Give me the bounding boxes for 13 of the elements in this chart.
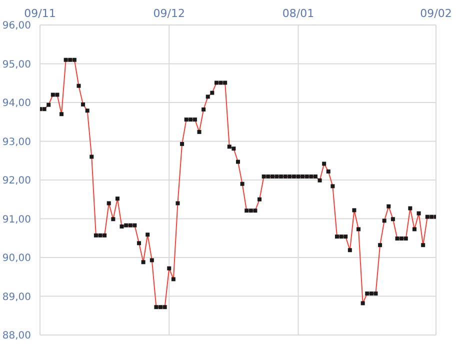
- y-tick-label: 92,00: [2, 176, 31, 187]
- y-tick-label: 96,00: [2, 20, 31, 32]
- x-tick-label: 09/02: [420, 7, 452, 20]
- y-tick-label: 95,00: [2, 59, 31, 70]
- x-tick-label: 09/11: [24, 7, 56, 20]
- y-tick-label: 91,00: [2, 214, 31, 226]
- x-tick-label: 08/01: [282, 7, 314, 20]
- y-tick-label: 90,00: [2, 253, 31, 264]
- y-tick-label: 94,00: [2, 98, 31, 110]
- y-tick-label: 89,00: [2, 292, 31, 303]
- x-tick-label: 09/12: [153, 7, 185, 20]
- y-tick-label: 88,00: [2, 330, 31, 342]
- y-tick-label: 93,00: [2, 136, 31, 148]
